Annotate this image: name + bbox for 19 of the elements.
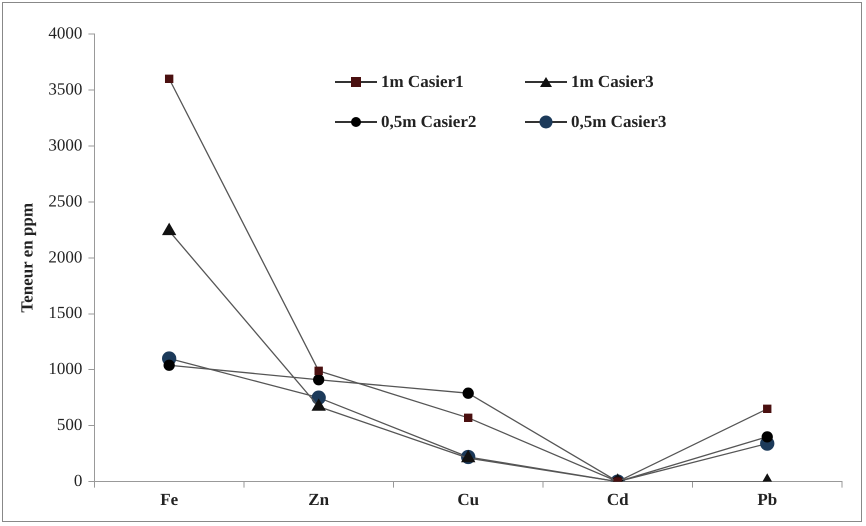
x-tick-label: Zn [308,490,330,510]
x-tick-label: Fe [160,490,179,510]
y-tick-label: 3500 [48,79,82,98]
x-tick-label: Cu [457,490,480,510]
y-axis-title: Teneur en ppm [18,203,37,313]
x-tick-label: Cd [606,490,630,510]
y-tick-label: 500 [56,415,82,434]
y-tick-label: 3000 [48,135,82,154]
y-tick-label: 1000 [48,359,82,378]
y-tick-label: 1500 [48,303,82,322]
y-tick-label: 4000 [48,23,82,42]
legend-label: 0,5m Casier2 [381,112,476,132]
legend-label: 1m Casier1 [381,72,464,92]
y-tick-label: 0 [74,471,82,490]
legend-label: 0,5m Casier3 [571,112,666,132]
y-tick-label: 2000 [48,247,82,266]
x-tick-label: Pb [757,490,778,510]
y-tick-label: 2500 [48,191,82,210]
legend-label: 1m Casier3 [571,72,654,92]
